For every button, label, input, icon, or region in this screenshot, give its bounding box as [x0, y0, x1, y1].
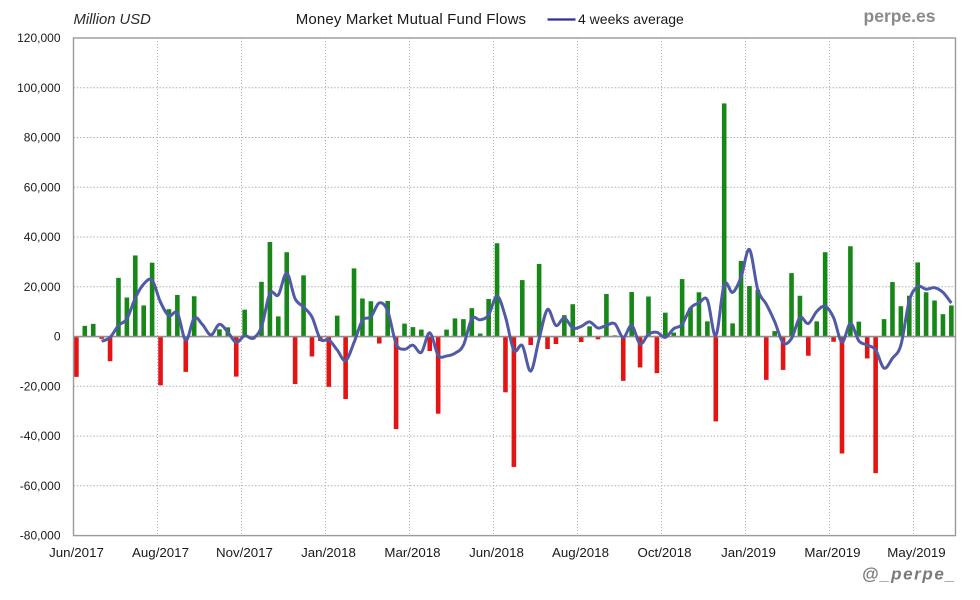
svg-text:Money Market Mutual Fund Flows: Money Market Mutual Fund Flows [296, 11, 526, 28]
svg-text:-20,000: -20,000 [20, 379, 61, 393]
svg-text:Oct/2018: Oct/2018 [638, 545, 692, 560]
svg-text:Million USD: Million USD [74, 12, 152, 28]
svg-text:60,000: 60,000 [24, 180, 61, 194]
svg-text:40,000: 40,000 [24, 230, 61, 244]
svg-text:Mar/2019: Mar/2019 [804, 545, 860, 560]
svg-text:80,000: 80,000 [24, 131, 61, 145]
svg-text:100,000: 100,000 [17, 81, 61, 95]
svg-text:-60,000: -60,000 [20, 479, 61, 493]
svg-text:perpe.es: perpe.es [864, 6, 936, 26]
svg-text:4 weeks average: 4 weeks average [578, 11, 684, 27]
svg-text:Mar/2018: Mar/2018 [384, 545, 440, 560]
svg-text:0: 0 [54, 330, 61, 344]
svg-text:Nov/2017: Nov/2017 [216, 545, 273, 560]
svg-text:Jun/2017: Jun/2017 [49, 545, 104, 560]
svg-text:@_perpe_: @_perpe_ [862, 565, 957, 584]
svg-text:Aug/2018: Aug/2018 [552, 545, 609, 560]
svg-text:May/2019: May/2019 [887, 545, 945, 560]
svg-text:-40,000: -40,000 [20, 429, 61, 443]
svg-text:Jan/2019: Jan/2019 [721, 545, 776, 560]
svg-text:Jan/2018: Jan/2018 [301, 545, 356, 560]
svg-text:20,000: 20,000 [24, 280, 61, 294]
svg-text:Jun/2018: Jun/2018 [469, 545, 524, 560]
svg-text:120,000: 120,000 [17, 31, 61, 45]
svg-text:-80,000: -80,000 [20, 529, 61, 543]
svg-text:Aug/2017: Aug/2017 [132, 545, 189, 560]
